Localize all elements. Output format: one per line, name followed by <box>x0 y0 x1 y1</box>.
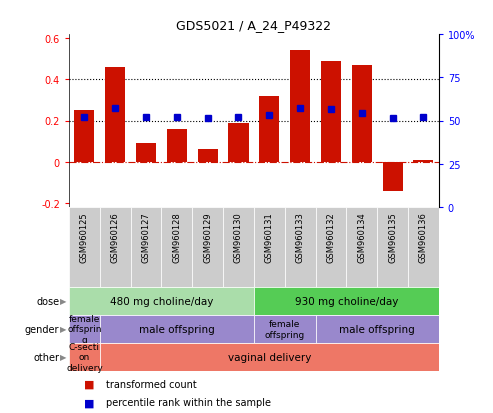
Text: dose: dose <box>36 296 59 306</box>
Text: other: other <box>33 352 59 362</box>
Text: GSM960126: GSM960126 <box>111 211 120 262</box>
Text: GSM960135: GSM960135 <box>388 211 397 262</box>
Text: GSM960133: GSM960133 <box>296 211 305 262</box>
Bar <box>413 160 433 162</box>
Text: transformed count: transformed count <box>106 379 197 389</box>
Bar <box>408 207 439 287</box>
Text: C-secti
on
delivery: C-secti on delivery <box>66 342 103 372</box>
Bar <box>198 150 218 162</box>
Text: ▶: ▶ <box>60 353 67 362</box>
Bar <box>321 62 341 162</box>
Bar <box>192 207 223 287</box>
Bar <box>69 207 100 287</box>
Text: GSM960131: GSM960131 <box>265 211 274 262</box>
Bar <box>131 207 162 287</box>
Bar <box>223 207 254 287</box>
Bar <box>228 123 248 162</box>
Bar <box>383 162 403 191</box>
Text: ■: ■ <box>84 379 94 389</box>
Text: GSM960136: GSM960136 <box>419 211 428 262</box>
Text: female
offsprin
g: female offsprin g <box>67 314 102 344</box>
Text: GSM960134: GSM960134 <box>357 211 366 262</box>
Bar <box>100 207 131 287</box>
Text: 480 mg choline/day: 480 mg choline/day <box>110 296 213 306</box>
Bar <box>162 207 192 287</box>
Text: GSM960125: GSM960125 <box>80 211 89 262</box>
Text: male offspring: male offspring <box>339 324 415 334</box>
Bar <box>254 207 284 287</box>
Text: percentile rank within the sample: percentile rank within the sample <box>106 398 271 408</box>
Text: GSM960127: GSM960127 <box>141 211 150 262</box>
Bar <box>254 315 316 343</box>
Text: ■: ■ <box>84 398 94 408</box>
Bar <box>316 315 439 343</box>
Text: vaginal delivery: vaginal delivery <box>228 352 311 362</box>
Bar <box>167 129 187 162</box>
Bar <box>377 207 408 287</box>
Text: GSM960132: GSM960132 <box>326 211 335 262</box>
Bar <box>74 111 95 162</box>
Bar <box>105 68 125 162</box>
Bar <box>69 315 100 343</box>
Bar <box>254 287 439 315</box>
Bar <box>136 144 156 162</box>
Bar <box>69 287 254 315</box>
Text: ▶: ▶ <box>60 325 67 334</box>
Text: GSM960128: GSM960128 <box>173 211 181 262</box>
Bar <box>259 97 280 162</box>
Bar <box>290 51 310 162</box>
Title: GDS5021 / A_24_P49322: GDS5021 / A_24_P49322 <box>176 19 331 32</box>
Text: male offspring: male offspring <box>139 324 215 334</box>
Text: GSM960130: GSM960130 <box>234 211 243 262</box>
Bar <box>352 66 372 162</box>
Text: female
offspring: female offspring <box>265 320 305 339</box>
Bar <box>284 207 316 287</box>
Text: ▶: ▶ <box>60 297 67 306</box>
Bar <box>346 207 377 287</box>
Bar <box>69 343 100 371</box>
Text: GSM960129: GSM960129 <box>203 211 212 262</box>
Text: gender: gender <box>25 324 59 334</box>
Bar <box>316 207 346 287</box>
Bar <box>100 315 254 343</box>
Text: 930 mg choline/day: 930 mg choline/day <box>295 296 398 306</box>
